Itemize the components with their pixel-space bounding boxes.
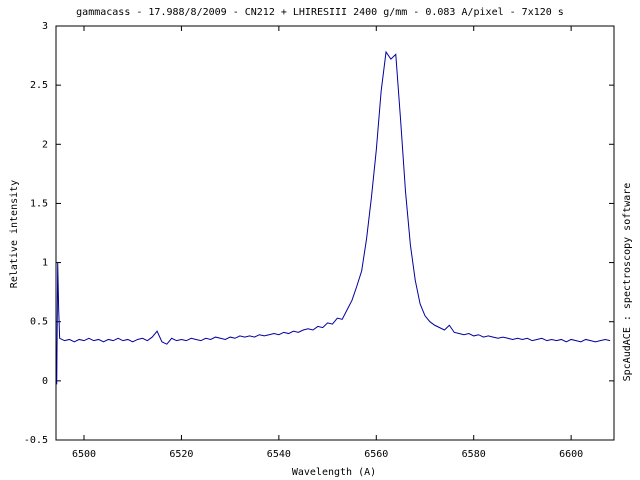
- plot-border: [55, 25, 615, 441]
- y-tick-label: 2.5: [30, 80, 48, 91]
- y-tick-label: 2: [42, 139, 48, 150]
- x-tick-label: 6520: [169, 449, 193, 460]
- y-tick-label: 0.5: [30, 317, 48, 328]
- side-label: SpcAudACE : spectroscopy software: [622, 183, 633, 382]
- chart-title: gammacass - 17.988/8/2009 - CN212 + LHIR…: [76, 7, 564, 18]
- y-tick-label: 3: [42, 21, 48, 32]
- y-tick-label: 1: [42, 258, 48, 269]
- spectrum-line: [56, 50, 611, 385]
- y-tick-label: -0.5: [24, 435, 48, 446]
- x-tick-label: 6540: [267, 449, 291, 460]
- x-tick-label: 6580: [462, 449, 486, 460]
- x-tick-label: 6560: [364, 449, 388, 460]
- x-tick-label: 6500: [72, 449, 96, 460]
- y-tick-label: 1.5: [30, 198, 48, 209]
- x-axis-label: Wavelength (A): [292, 467, 376, 478]
- x-tick-label: 6600: [559, 449, 583, 460]
- y-tick-label: 0: [42, 376, 48, 387]
- y-axis-label: Relative intensity: [9, 180, 20, 288]
